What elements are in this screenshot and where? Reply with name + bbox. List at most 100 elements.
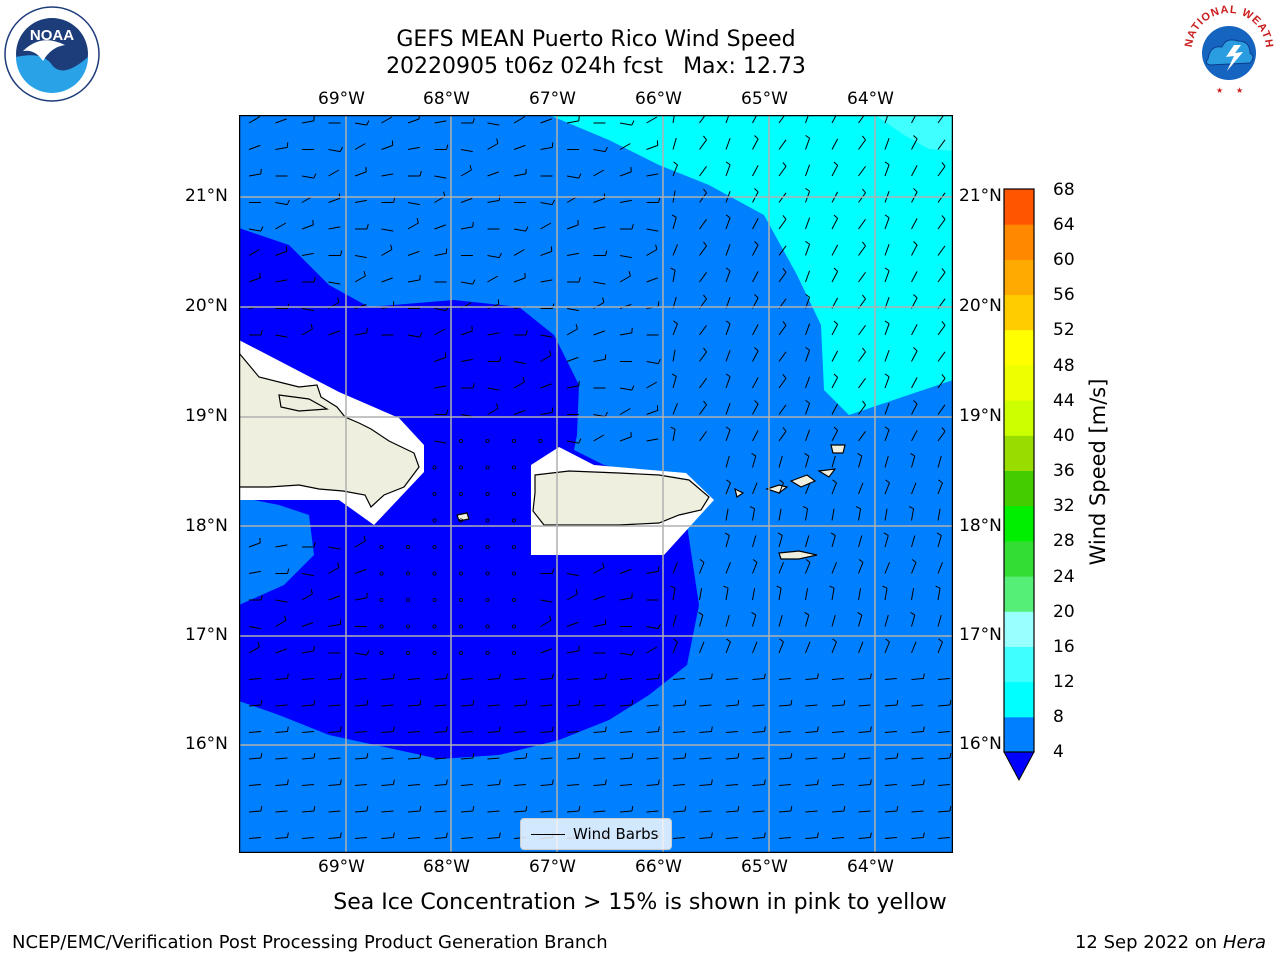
- wind-barb-flag: [884, 267, 890, 272]
- colorbar-tick: 20: [1053, 602, 1075, 622]
- wind-barb-flag: [604, 779, 607, 785]
- wind-barb-shaft: [301, 704, 314, 707]
- wind-barb-shaft: [434, 810, 447, 813]
- wind-barb-shaft: [752, 810, 765, 813]
- wind-barb-flag: [339, 726, 342, 732]
- calm-wind-marker: [511, 465, 516, 470]
- calm-wind-marker: [432, 465, 437, 470]
- wind-barb-shaft: [937, 455, 942, 468]
- wind-barb-shaft: [407, 334, 420, 338]
- wind-barb-flag: [754, 188, 759, 193]
- wind-barb-shaft: [275, 118, 287, 124]
- wind-barb-shaft: [911, 562, 917, 574]
- wind-barb-flag: [578, 699, 581, 706]
- wind-barb-shaft: [434, 836, 447, 839]
- wind-barb-flag: [763, 673, 766, 679]
- wind-barb-flag: [286, 726, 289, 732]
- wind-barb-flag: [260, 805, 263, 812]
- wind-barb-shaft: [831, 271, 839, 283]
- wind-barb-flag: [754, 347, 759, 352]
- wind-barb-shaft: [275, 836, 288, 839]
- wind-barb-shaft: [301, 308, 314, 312]
- wind-barb-shaft: [778, 115, 786, 124]
- wind-barb-shaft: [434, 440, 447, 444]
- wind-barb-flag: [339, 779, 342, 785]
- wind-barb-flag: [862, 294, 866, 300]
- land-mona-island: [456, 512, 470, 522]
- wind-barb-shaft: [937, 508, 941, 521]
- wind-barb-shaft: [407, 146, 420, 150]
- wind-barb-flag: [723, 585, 729, 589]
- wind-barb-shaft: [858, 430, 866, 442]
- wind-barb-shaft: [699, 115, 706, 124]
- wind-barb-flag: [913, 294, 918, 299]
- wind-barb-flag: [657, 673, 660, 679]
- wind-barb-shaft: [646, 646, 658, 654]
- footer-date: 12 Sep 2022 on Hera: [1075, 932, 1266, 953]
- wind-barb-shaft: [593, 226, 606, 230]
- wind-barb-shaft: [619, 332, 632, 336]
- wind-barb-shaft: [354, 836, 367, 839]
- wind-barb-shaft: [725, 138, 731, 150]
- wind-barb-shaft: [540, 648, 552, 654]
- colorbar: [1003, 188, 1035, 782]
- wind-barb-shaft: [540, 810, 553, 813]
- wind-barb-shaft: [725, 810, 738, 813]
- wind-barb-shaft: [566, 175, 579, 179]
- wind-barb-flag: [896, 699, 899, 706]
- wind-barb-flag: [366, 805, 369, 812]
- wind-barb-shaft: [460, 704, 473, 707]
- wind-barb-shaft: [646, 249, 658, 256]
- wind-barb-flag: [525, 752, 528, 759]
- wind-barb-shaft: [275, 677, 288, 680]
- wind-barb-shaft: [566, 573, 579, 577]
- noaa-logo-text: NOAA: [30, 27, 74, 44]
- wind-barb-flag: [782, 374, 787, 379]
- wind-barb-shaft: [752, 455, 757, 468]
- wind-barb-shaft: [513, 173, 526, 177]
- wind-barb-flag: [857, 611, 863, 616]
- wind-barb-shaft: [937, 562, 943, 574]
- wind-barb-shaft: [672, 677, 685, 680]
- wind-barb-flag: [922, 832, 925, 838]
- land-virgin-islands: [734, 444, 846, 560]
- wind-barb-shaft: [752, 350, 759, 362]
- calm-wind-marker: [405, 597, 410, 602]
- wind-barb-shaft: [275, 730, 288, 733]
- wind-barb-flag: [419, 805, 422, 812]
- wind-barb-shaft: [937, 482, 943, 495]
- wind-barb-flag: [604, 146, 608, 152]
- wind-barb-shaft: [434, 783, 447, 786]
- wind-barb-flag: [286, 673, 289, 679]
- wind-barb-flag: [684, 805, 687, 812]
- wind-barb-flag: [763, 832, 766, 838]
- wind-barb-shaft: [328, 546, 341, 550]
- wind-barb-shaft: [460, 358, 473, 362]
- wind-barb-shaft: [487, 122, 500, 126]
- top-lon-label: 64°W: [847, 89, 894, 109]
- wind-barb-flag: [816, 726, 819, 732]
- wind-barb-flag: [575, 589, 578, 595]
- wind-barb-shaft: [699, 139, 707, 150]
- wind-barb-shaft: [884, 562, 890, 574]
- wind-barb-shaft: [381, 116, 393, 124]
- wind-barb-shaft: [805, 836, 818, 839]
- wind-barb-shaft: [699, 430, 707, 442]
- colorbar-tick: 56: [1053, 285, 1075, 305]
- wind-barb-shaft: [752, 535, 757, 548]
- wind-barb-shaft: [778, 757, 791, 760]
- wind-barb-shaft: [513, 704, 526, 707]
- wind-barb-shaft: [566, 440, 579, 444]
- wind-barb-shaft: [593, 281, 606, 285]
- wind-barb-shaft: [566, 308, 579, 312]
- wind-barb-flag: [671, 214, 677, 218]
- wind-barb-flag: [749, 506, 755, 510]
- wind-barb-shaft: [646, 381, 658, 389]
- wind-barb-shaft: [540, 202, 553, 206]
- wind-barb-shaft: [858, 641, 864, 654]
- wind-barb-shaft: [619, 730, 632, 733]
- wind-barb-shaft: [646, 116, 658, 124]
- wind-barb-shaft: [911, 810, 924, 813]
- wind-barb-shaft: [752, 677, 765, 680]
- top-lon-label: 66°W: [635, 89, 682, 109]
